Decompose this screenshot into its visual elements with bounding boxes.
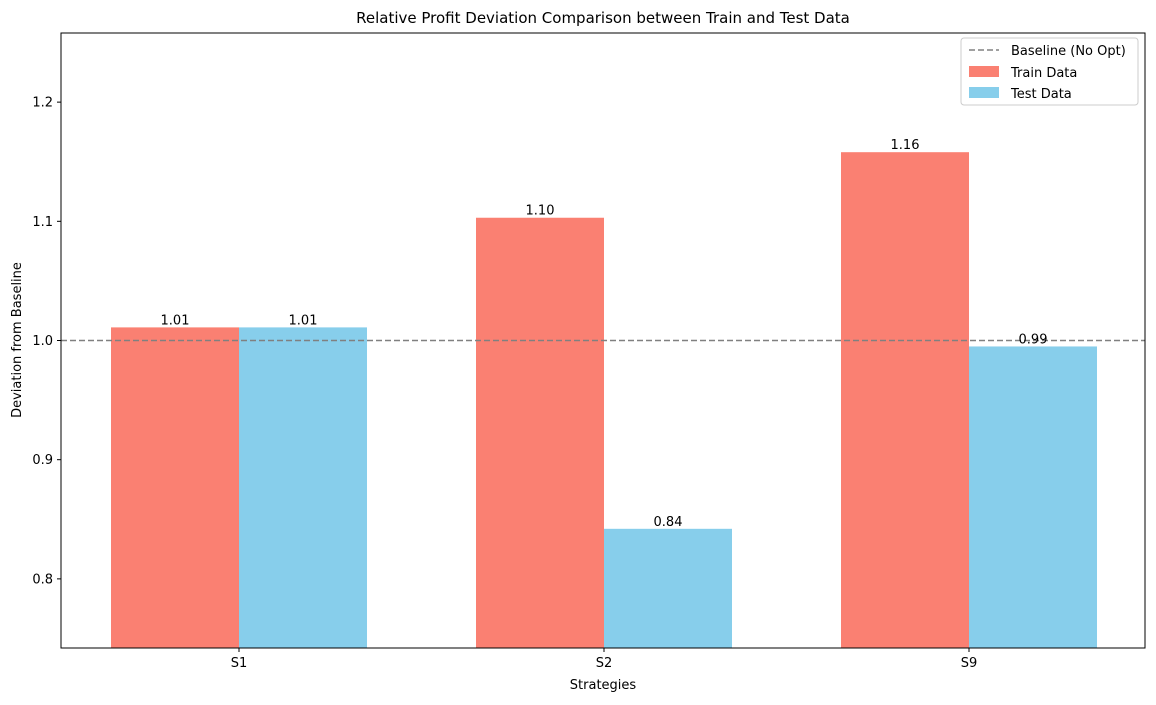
x-tick-label-s2: S2 bbox=[596, 656, 613, 671]
bar-test-s2 bbox=[604, 528, 732, 648]
data-label-train-s2: 1.10 bbox=[526, 204, 555, 219]
data-label-test-s1: 1.01 bbox=[289, 313, 318, 328]
y-tick-label: 1.0 bbox=[32, 334, 53, 349]
legend-test-swatch bbox=[969, 87, 999, 98]
legend: Baseline (No Opt) Train Data Test Data bbox=[960, 37, 1139, 106]
x-axis-label: Strategies bbox=[570, 678, 637, 693]
x-axis: S1 S2 S9 bbox=[231, 648, 978, 671]
y-tick-label: 0.9 bbox=[32, 453, 53, 468]
y-axis-label: Deviation from Baseline bbox=[10, 262, 25, 418]
x-tick-label-s9: S9 bbox=[961, 656, 978, 671]
legend-frame bbox=[960, 37, 1139, 106]
chart-title: Relative Profit Deviation Comparison bet… bbox=[356, 9, 850, 27]
bar-train-s9 bbox=[841, 152, 969, 649]
bar-train-s2 bbox=[476, 217, 604, 648]
bar-test-s9 bbox=[969, 346, 1097, 648]
x-tick-label-s1: S1 bbox=[231, 656, 248, 671]
legend-test-label: Test Data bbox=[1010, 87, 1072, 102]
bar-test-s1 bbox=[239, 327, 367, 648]
data-label-train-s1: 1.01 bbox=[161, 313, 190, 328]
bar-train-s1 bbox=[111, 327, 239, 648]
y-tick-label: 0.8 bbox=[32, 572, 53, 587]
data-labels-layer: 1.01 1.10 1.16 1.01 0.84 0.99 bbox=[161, 138, 1048, 530]
legend-train-label: Train Data bbox=[1010, 66, 1077, 81]
y-axis: 0.8 0.9 1.0 1.1 1.2 bbox=[32, 96, 61, 587]
legend-train-swatch bbox=[969, 66, 999, 77]
data-label-test-s2: 0.84 bbox=[654, 515, 683, 530]
y-tick-label: 1.1 bbox=[32, 215, 53, 230]
y-tick-label: 1.2 bbox=[32, 96, 53, 111]
data-label-test-s9: 0.99 bbox=[1019, 332, 1048, 347]
bars-layer bbox=[61, 152, 1145, 649]
legend-baseline-label: Baseline (No Opt) bbox=[1011, 44, 1126, 59]
data-label-train-s9: 1.16 bbox=[891, 138, 920, 153]
